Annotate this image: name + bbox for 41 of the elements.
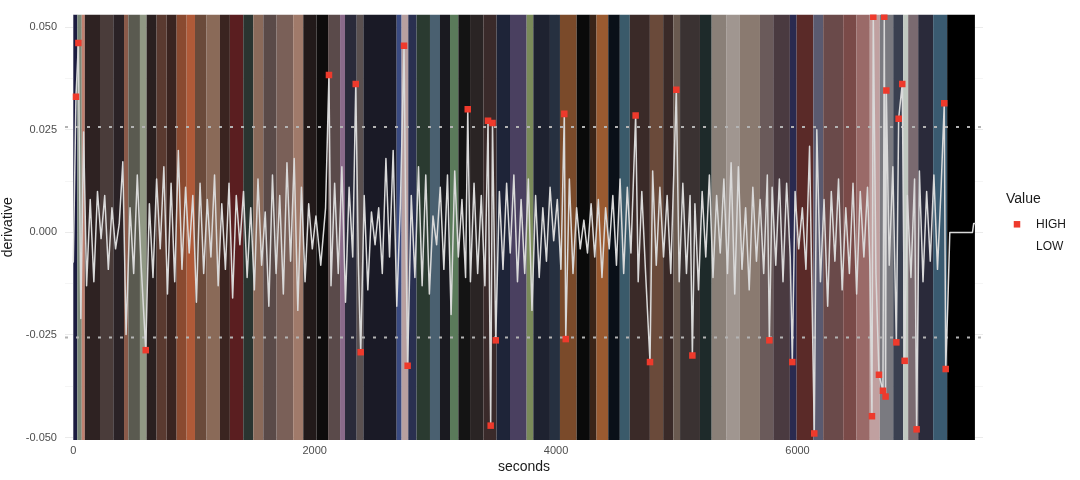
point bbox=[492, 337, 500, 344]
text: LOW bbox=[1036, 238, 1065, 253]
point bbox=[487, 422, 494, 429]
point bbox=[913, 426, 920, 433]
y-tick-label: -0.025 bbox=[25, 328, 57, 341]
point bbox=[489, 119, 496, 127]
point bbox=[789, 358, 796, 366]
point bbox=[942, 365, 949, 373]
point bbox=[882, 393, 889, 400]
point bbox=[632, 112, 639, 119]
point bbox=[883, 87, 890, 94]
point bbox=[899, 80, 906, 88]
x-tick-label: 0 bbox=[70, 443, 77, 456]
y-tick-label: 0.025 bbox=[29, 122, 57, 135]
point bbox=[464, 106, 472, 113]
point bbox=[901, 357, 908, 365]
y-tick-label: -0.050 bbox=[25, 430, 57, 443]
y-tick-label: 0.050 bbox=[29, 20, 57, 33]
y-tick-label: 0.000 bbox=[29, 225, 57, 238]
y-axis-title: derivative bbox=[0, 197, 16, 258]
point bbox=[870, 14, 877, 20]
point bbox=[142, 346, 149, 354]
point bbox=[75, 39, 82, 47]
point bbox=[357, 348, 364, 356]
point bbox=[893, 339, 900, 346]
x-axis-title: seconds bbox=[497, 458, 551, 475]
point bbox=[941, 99, 948, 107]
point bbox=[72, 93, 80, 100]
point bbox=[561, 110, 568, 118]
x-tick-label: 6000 bbox=[785, 443, 810, 456]
x-tick-label: 4000 bbox=[543, 443, 569, 456]
point bbox=[811, 430, 818, 437]
legend-title: Value bbox=[1006, 190, 1041, 207]
x-tick-label: 2000 bbox=[302, 443, 327, 456]
point bbox=[895, 115, 902, 123]
point bbox=[404, 362, 411, 369]
point bbox=[766, 337, 773, 344]
point bbox=[881, 14, 888, 20]
point bbox=[673, 86, 680, 93]
point bbox=[689, 352, 696, 359]
legend-label: HIGH bbox=[1036, 216, 1066, 231]
